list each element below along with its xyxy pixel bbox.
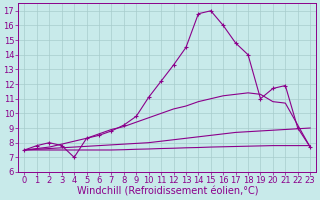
X-axis label: Windchill (Refroidissement éolien,°C): Windchill (Refroidissement éolien,°C) (76, 187, 258, 197)
